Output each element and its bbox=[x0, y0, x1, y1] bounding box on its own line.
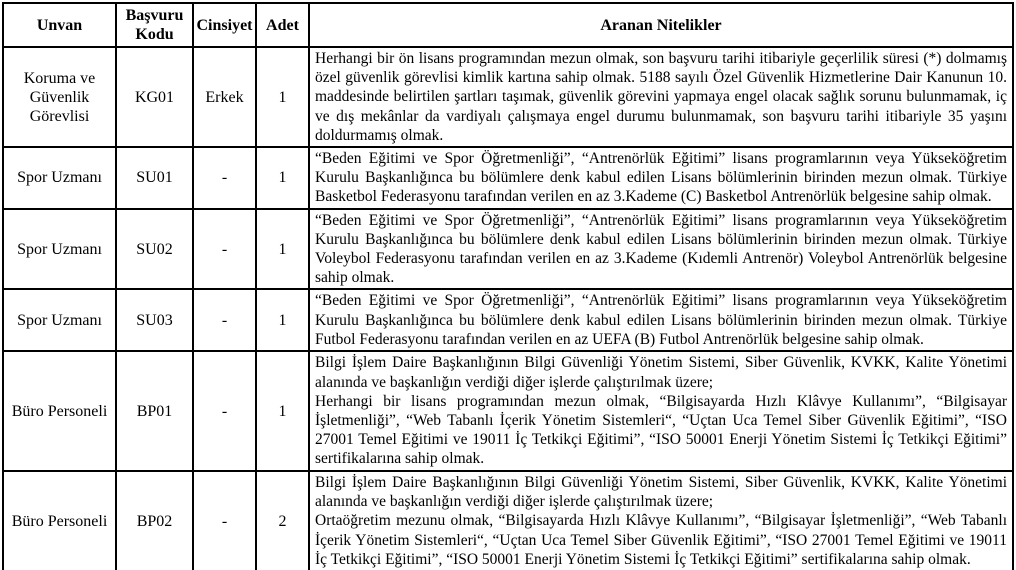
cell-unvan: Koruma ve Güvenlik Görevlisi bbox=[2, 45, 117, 149]
cell-cinsiyet: - bbox=[192, 288, 257, 353]
cell-adet: 2 bbox=[255, 470, 310, 570]
qualification-text: Bilgi İşlem Daire Başkanlığının Bilgi Gü… bbox=[315, 354, 1007, 391]
cell-unvan: Büro Personeli bbox=[2, 350, 117, 473]
cell-basvuru-kodu: KG01 bbox=[115, 45, 194, 149]
table-row: Büro Personeli BP01 - 1 Bilgi İşlem Dair… bbox=[2, 350, 1014, 473]
cell-cinsiyet: - bbox=[192, 207, 257, 291]
qualification-text: “Beden Eğitimi ve Spor Öğretmenliği”, “A… bbox=[315, 211, 1007, 287]
cell-basvuru-kodu: BP02 bbox=[115, 470, 194, 570]
qualification-text: Bilgi İşlem Daire Başkanlığının Bilgi Gü… bbox=[315, 474, 1007, 511]
qualification-text: “Beden Eğitimi ve Spor Öğretmenliği”, “A… bbox=[315, 150, 1007, 206]
qualification-text: Ortaöğretim mezunu olmak, “Bilgisayarda … bbox=[315, 512, 1007, 568]
cell-adet: 1 bbox=[255, 207, 310, 291]
cell-basvuru-kodu: BP01 bbox=[115, 350, 194, 473]
cell-cinsiyet: Erkek bbox=[192, 45, 257, 149]
cell-unvan: Spor Uzmanı bbox=[2, 146, 117, 210]
cell-cinsiyet: - bbox=[192, 470, 257, 570]
cell-basvuru-kodu: SU03 bbox=[115, 288, 194, 353]
header-adet: Adet bbox=[255, 2, 310, 48]
qualification-text: “Beden Eğitimi ve Spor Öğretmenliği”, “A… bbox=[315, 292, 1007, 348]
table-row: Spor Uzmanı SU02 - 1 “Beden Eğitimi ve S… bbox=[2, 207, 1014, 291]
header-basvuru-kodu: Başvuru Kodu bbox=[115, 2, 194, 48]
table-row: Büro Personeli BP02 - 2 Bilgi İşlem Dair… bbox=[2, 470, 1014, 570]
cell-cinsiyet: - bbox=[192, 146, 257, 210]
cell-basvuru-kodu: SU01 bbox=[115, 146, 194, 210]
cell-aranan-nitelikler: Bilgi İşlem Daire Başkanlığının Bilgi Gü… bbox=[308, 350, 1014, 473]
qualification-text: Herhangi bir lisans programından mezun o… bbox=[315, 392, 1007, 468]
cell-cinsiyet: - bbox=[192, 350, 257, 473]
table-row: Spor Uzmanı SU03 - 1 “Beden Eğitimi ve S… bbox=[2, 288, 1014, 353]
qualification-text: Herhangi bir ön lisans programından mezu… bbox=[315, 50, 1007, 144]
cell-unvan: Spor Uzmanı bbox=[2, 207, 117, 291]
cell-aranan-nitelikler: Bilgi İşlem Daire Başkanlığının Bilgi Gü… bbox=[308, 470, 1014, 570]
cell-aranan-nitelikler: Herhangi bir ön lisans programından mezu… bbox=[308, 45, 1014, 149]
cell-adet: 1 bbox=[255, 350, 310, 473]
header-unvan: Unvan bbox=[2, 2, 117, 48]
header-cinsiyet: Cinsiyet bbox=[192, 2, 257, 48]
cell-adet: 1 bbox=[255, 146, 310, 210]
cell-aranan-nitelikler: “Beden Eğitimi ve Spor Öğretmenliği”, “A… bbox=[308, 288, 1014, 353]
cell-basvuru-kodu: SU02 bbox=[115, 207, 194, 291]
cell-unvan: Spor Uzmanı bbox=[2, 288, 117, 353]
cell-aranan-nitelikler: “Beden Eğitimi ve Spor Öğretmenliği”, “A… bbox=[308, 207, 1014, 291]
cell-adet: 1 bbox=[255, 45, 310, 149]
table-row: Koruma ve Güvenlik Görevlisi KG01 Erkek … bbox=[2, 45, 1014, 149]
table-header-row: Unvan Başvuru Kodu Cinsiyet Adet Aranan … bbox=[2, 2, 1014, 48]
cell-adet: 1 bbox=[255, 288, 310, 353]
cell-unvan: Büro Personeli bbox=[2, 470, 117, 570]
header-aranan-nitelikler: Aranan Nitelikler bbox=[308, 2, 1014, 48]
cell-aranan-nitelikler: “Beden Eğitimi ve Spor Öğretmenliği”, “A… bbox=[308, 146, 1014, 210]
table-row: Spor Uzmanı SU01 - 1 “Beden Eğitimi ve S… bbox=[2, 146, 1014, 210]
